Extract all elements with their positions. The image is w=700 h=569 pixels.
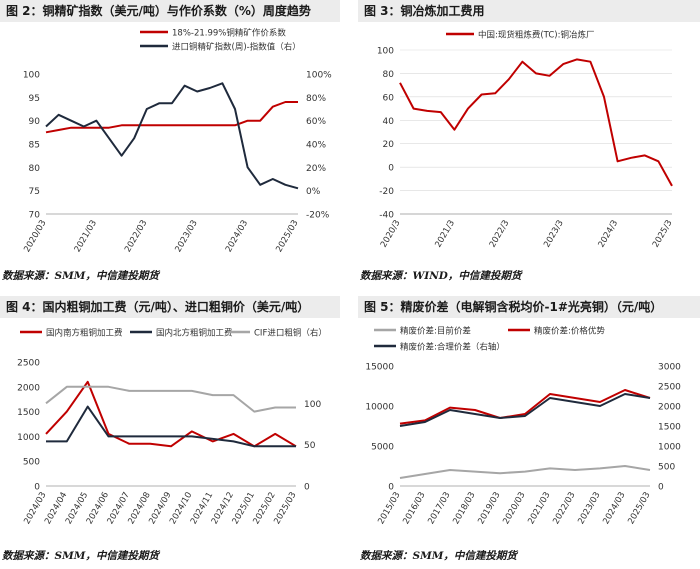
y-tick-label: 40	[383, 117, 395, 127]
chart-title: 图 5：精废价差（电解铜含税均价-1#光亮铜）（元/吨）	[358, 296, 700, 318]
series-line-2	[46, 405, 296, 448]
x-tick-label: 2020/03	[22, 219, 48, 255]
y-tick-label: 90	[29, 117, 41, 127]
y-tick-label: 80	[383, 70, 395, 80]
x-tick-label: 2015/03	[376, 491, 402, 527]
y2-tick-label: 3000	[658, 363, 681, 373]
y2-tick-label: 0	[658, 483, 664, 493]
series-line-1	[45, 101, 298, 134]
y2-tick-label: 100	[304, 400, 321, 410]
y2-tick-label: 100%	[306, 71, 332, 81]
x-tick-label: 2020/3	[379, 219, 403, 250]
series-line-3	[45, 385, 296, 413]
chart-panel-1: 图 2：铜精矿指数（美元/吨）与作价系数（%）周度趋势 70 75 80 85 90 95…	[0, 0, 340, 287]
y-tick-label: 10000	[365, 403, 394, 413]
y-tick-label: 0	[34, 483, 40, 493]
x-tick-label: 2021/03	[73, 219, 99, 255]
y2-tick-label: 80%	[306, 94, 326, 104]
y-tick-label: 75	[29, 187, 40, 197]
x-tick-label: 2021/03	[526, 491, 552, 527]
chart-svg: -40 -20 0 20 40 60 80 100 2020/3 2021/3 2022/3 2023…	[377, 30, 675, 250]
x-tick-label: 2017/03	[426, 491, 452, 527]
y-tick-label: -40	[379, 211, 394, 221]
y-tick-label: 100	[377, 47, 394, 57]
x-tick-label: 2025/3	[651, 219, 675, 250]
chart-source: 数据来源：SMM，中信建投期货	[2, 270, 159, 282]
x-tick-label: 2021/3	[433, 219, 457, 250]
y2-tick-label: 50	[304, 441, 316, 451]
y2-tick-label: 60%	[306, 117, 326, 127]
chart-source: 数据来源：SMM，中信建投期货	[360, 550, 517, 562]
series-line-1	[399, 58, 673, 187]
x-tick-label: 2023/03	[576, 491, 602, 527]
x-tick-label: 2016/03	[401, 491, 427, 527]
legend-label: 中国:现货粗炼费(TC):铜冶炼厂	[478, 30, 595, 41]
x-tick-label: 2022/3	[488, 219, 512, 250]
legend-label: 精废价差:目前价差	[400, 326, 471, 337]
x-tick-label: 2023/3	[542, 219, 566, 250]
x-tick-label: 2022/03	[123, 219, 149, 255]
chart-title: 图 3：铜冶炼加工费用	[358, 0, 700, 22]
chart-panel-4: 图 5：精废价差（电解铜含税均价-1#光亮铜）（元/吨） 0 5000 10000 1…	[358, 296, 700, 569]
y-tick-label: 95	[29, 94, 40, 104]
x-tick-label: 2024/3	[597, 219, 621, 250]
y-tick-label: -20	[379, 187, 394, 197]
chart-panel-3: 图 4：国内粗铜加工费（元/吨）、进口粗铜价（美元/吨） 0 500 1000 150…	[0, 296, 340, 569]
y2-tick-label: 2500	[658, 383, 681, 393]
series-line-2	[45, 82, 299, 190]
y2-tick-label: 2000	[658, 403, 681, 413]
series-line-2	[399, 389, 651, 425]
series-line-1	[399, 465, 651, 479]
x-tick-label: 2018/03	[451, 491, 477, 527]
x-tick-label: 2023/03	[173, 219, 199, 255]
y2-tick-label: 1000	[658, 443, 681, 453]
x-tick-label: 2022/03	[551, 491, 577, 527]
chart-source: 数据来源：SMM，中信建投期货	[2, 550, 159, 562]
y-tick-label: 1500	[17, 408, 40, 418]
y2-tick-label: 40%	[306, 141, 326, 151]
legend-label: 18%-21.99%铜精矿作价系数	[172, 28, 286, 39]
legend-label: 精废价差:合理价差（右轴）	[400, 342, 505, 353]
y-tick-label: 0	[388, 483, 394, 493]
chart-svg: 70 75 80 85 90 95 100 -20% 0% 20% 40% 60% 80% 100% 202…	[22, 28, 332, 255]
y-tick-label: 100	[23, 71, 40, 81]
x-tick-label: 2020/03	[501, 491, 527, 527]
x-tick-label: 2025/03	[626, 491, 652, 527]
y-tick-label: 60	[383, 93, 395, 103]
series-line-3	[399, 393, 651, 427]
x-tick-label: 2019/03	[476, 491, 502, 527]
y-tick-label: 2500	[17, 359, 40, 369]
legend-label: CIF进口粗铜（右）	[254, 328, 327, 339]
y2-tick-label: 500	[658, 463, 675, 473]
y-tick-label: 1000	[17, 433, 40, 443]
chart-svg: 050010001500200025000501002024/032024/04…	[17, 328, 327, 527]
x-tick-label: 2025/03	[274, 219, 300, 255]
y2-tick-label: 20%	[306, 164, 326, 174]
y-tick-label: 70	[29, 211, 41, 221]
chart-svg: 0 5000 10000 15000 0 500 1000 1500 2000 2500 3000 2…	[365, 326, 681, 527]
chart-panel-2: 图 3：铜冶炼加工费用 -40 -20 0 20 40 60 80 100 2020/3 2021…	[358, 0, 700, 287]
y-tick-label: 500	[23, 458, 40, 468]
y-tick-label: 80	[29, 164, 41, 174]
y2-tick-label: 1500	[658, 423, 681, 433]
legend-label: 国内南方粗铜加工费	[46, 328, 123, 339]
y2-tick-label: 0	[304, 483, 310, 493]
chart-source: 数据来源：WIND，中信建投期货	[360, 270, 522, 282]
y-tick-label: 2000	[17, 383, 40, 393]
x-tick-label: 2024/03	[224, 219, 250, 255]
legend-label: 精废价差:价格优势	[534, 326, 605, 337]
y-tick-label: 15000	[365, 363, 394, 373]
y2-tick-label: 0%	[306, 187, 321, 197]
chart-title: 图 4：国内粗铜加工费（元/吨）、进口粗铜价（美元/吨）	[0, 296, 340, 318]
y-tick-label: 5000	[371, 443, 394, 453]
legend-label: 进口铜精矿指数(周)-指数值（右）	[172, 42, 301, 53]
y2-tick-label: -20%	[306, 211, 330, 221]
y-tick-label: 85	[29, 141, 40, 151]
legend-label: 国内北方粗铜加工费	[156, 328, 233, 339]
y-tick-label: 0	[388, 164, 394, 174]
chart-title: 图 2：铜精矿指数（美元/吨）与作价系数（%）周度趋势	[0, 0, 340, 22]
x-tick-label: 2024/03	[601, 491, 627, 527]
y-tick-label: 20	[383, 140, 395, 150]
